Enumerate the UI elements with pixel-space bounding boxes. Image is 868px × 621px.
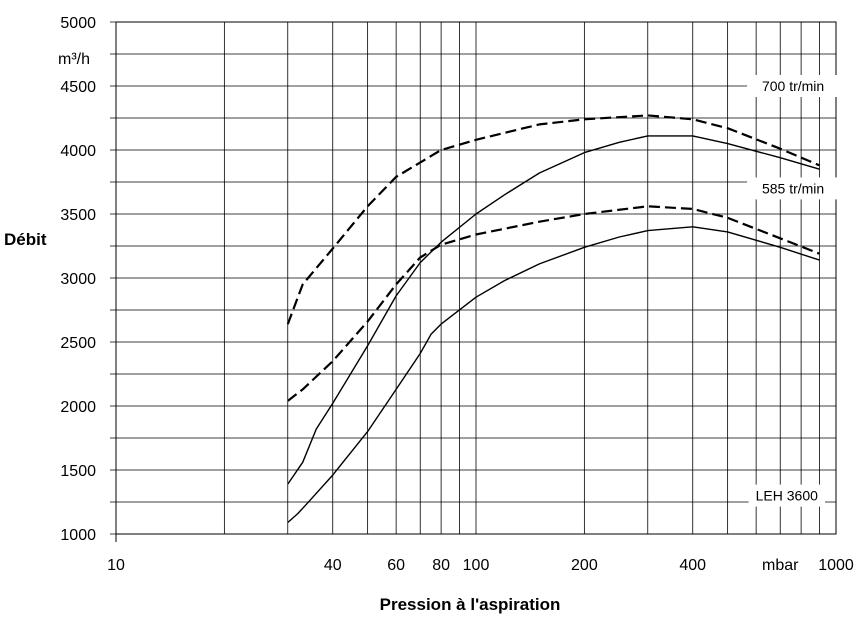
x-tick-label: mbar	[762, 557, 799, 574]
annotation-box	[747, 177, 840, 200]
x-tick-label: 100	[463, 557, 490, 574]
y-tick-labels: 1000 1500 2000 2500 3000 3500 4000 4500 5000	[60, 15, 96, 544]
y-tick-label: 4000	[60, 143, 96, 160]
x-tick-label: 60	[387, 557, 405, 574]
x-tick-label: 1000	[818, 557, 854, 574]
x-tick-label: 80	[432, 557, 450, 574]
y-axis-title: Débit	[4, 230, 47, 249]
x-tick-label: 400	[679, 557, 706, 574]
y-tick-label: 3500	[60, 207, 96, 224]
grid-lines	[110, 21, 837, 542]
series-group	[286, 114, 820, 524]
y-tick-label: 2500	[60, 335, 96, 352]
annotation-label: 700 tr/min	[762, 78, 824, 94]
x-axis-title: Pression à l'aspiration	[380, 595, 561, 614]
y-tick-label: 2000	[60, 399, 96, 416]
series-line-solid	[287, 135, 820, 485]
x-tick-label: 200	[571, 557, 598, 574]
y-tick-label: 5000	[60, 15, 96, 32]
y-tick-label: 1000	[60, 527, 96, 544]
y-tick-label: 1500	[60, 463, 96, 480]
series-line-dashed	[287, 205, 820, 402]
annotation-label: 585 tr/min	[762, 180, 824, 196]
x-tick-labels: 10 40 60 80 100 200 400 mbar 1000	[107, 557, 854, 574]
x-tick-label: 10	[107, 557, 125, 574]
y-unit-label: m³/h	[58, 51, 90, 68]
annotation-box	[748, 484, 825, 507]
x-tick-label: 40	[324, 557, 342, 574]
plot-frame	[115, 21, 837, 535]
series-line-solid	[287, 226, 820, 524]
y-tick-label: 3000	[60, 271, 96, 288]
series-line-dashed	[286, 114, 820, 325]
annotations-group: 700 tr/min 585 tr/min LEH 3600	[747, 75, 840, 507]
y-tick-label: 4500	[60, 79, 96, 96]
annotation-label: LEH 3600	[756, 488, 818, 504]
annotation-box	[747, 75, 840, 97]
